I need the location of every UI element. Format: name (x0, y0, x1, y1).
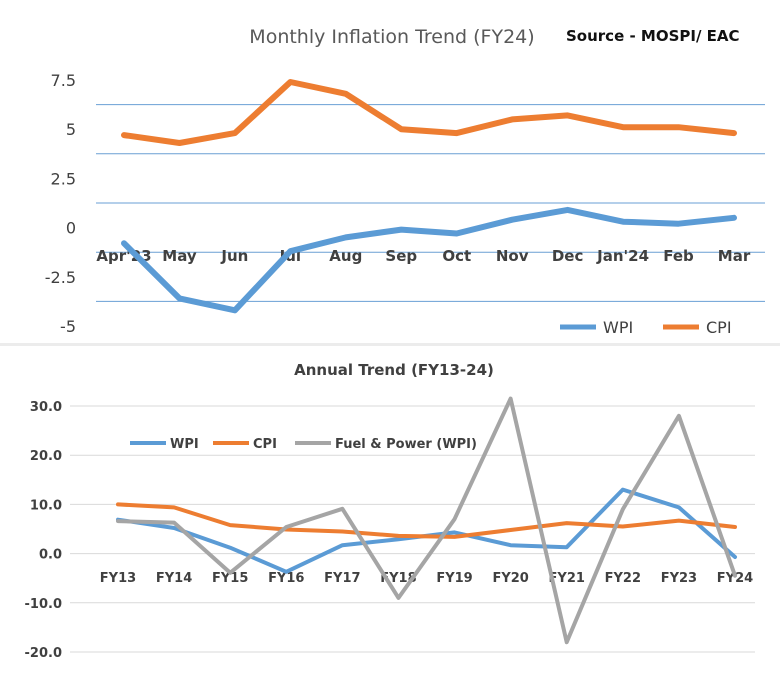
series-line-cpi (116, 502, 737, 539)
y-tick-label: 20.0 (30, 449, 62, 464)
y-tick-label: 7.5 (51, 71, 76, 90)
source-note: Source - MOSPI/ EAC (566, 27, 740, 45)
y-tick-label: 0.0 (39, 548, 62, 563)
monthly-chart-background (0, 0, 780, 343)
annual-gridlines (70, 405, 755, 653)
monthly-y-ticks: 7.5 5 2.5 0 -2.5 -5 (45, 71, 76, 336)
x-tick-label: FY17 (324, 571, 360, 586)
monthly-legend-cpi-label: CPI (706, 318, 732, 337)
monthly-chart: 7.552.50-2.5-5 Apr'23 May Jun Jul Aug Sep Oct N… (0, 0, 780, 343)
y-tick-label: -5 (60, 317, 76, 336)
series-line-fuel-power-wpi (116, 396, 737, 645)
y-tick-label: 2.5 (51, 169, 76, 188)
panel-divider (0, 343, 780, 346)
x-tick-label: FY13 (100, 571, 136, 586)
x-tick-label: Aug (329, 247, 362, 265)
annual-legend: WPI CPI Fuel & Power (WPI) (130, 437, 477, 452)
monthly-series (121, 79, 737, 314)
x-tick-label: FY16 (268, 571, 304, 586)
annual-chart: 30.0 20.0 10.0 0.0 -10.0 -20.0 FY13 FY14 FY15 FY… (25, 361, 755, 661)
x-tick-label: Sep (385, 247, 417, 265)
x-tick-label: FY14 (156, 571, 192, 586)
y-tick-label: 10.0 (30, 498, 62, 513)
y-tick-label: 5 (66, 120, 76, 139)
annual-legend-cpi-label: CPI (253, 437, 277, 452)
x-tick-label: FY19 (436, 571, 472, 586)
y-tick-label: -20.0 (25, 646, 62, 661)
y-tick-label: 30.0 (30, 400, 62, 415)
x-tick-label: May (162, 247, 197, 265)
x-tick-label: FY15 (212, 571, 248, 586)
annual-legend-fuel-label: Fuel & Power (WPI) (335, 437, 477, 452)
x-tick-label: FY20 (492, 571, 528, 586)
x-tick-label: Mar (718, 247, 751, 265)
monthly-legend: WPI CPI (560, 318, 732, 337)
x-tick-label: FY23 (661, 571, 697, 586)
monthly-legend-wpi-label: WPI (603, 318, 633, 337)
series-line-wpi (121, 206, 737, 314)
annual-y-ticks: 30.0 20.0 10.0 0.0 -10.0 -20.0 (25, 400, 62, 661)
annual-chart-title: Annual Trend (FY13-24) (294, 361, 494, 379)
x-tick-label: Jan'24 (596, 247, 649, 265)
x-tick-label: Dec (552, 247, 584, 265)
annual-legend-wpi-label: WPI (170, 437, 199, 452)
y-tick-label: -2.5 (45, 268, 76, 287)
monthly-chart-title: Monthly Inflation Trend (FY24) (249, 26, 534, 48)
annual-series (116, 396, 737, 645)
x-tick-label: Feb (663, 247, 694, 265)
annual-x-ticks: FY13 FY14 FY15 FY16 FY17 FY18 FY19 FY20 FY21 FY22… (100, 571, 753, 586)
x-tick-label: Nov (496, 247, 529, 265)
y-tick-label: -10.0 (25, 597, 62, 612)
x-tick-label: FY24 (717, 571, 753, 586)
x-tick-label: FY22 (605, 571, 641, 586)
x-tick-label: FY21 (549, 571, 585, 586)
series-line-cpi (121, 79, 737, 146)
x-tick-label: Oct (442, 247, 471, 265)
x-tick-label: Jun (220, 247, 248, 265)
y-tick-label: 0 (66, 219, 76, 238)
